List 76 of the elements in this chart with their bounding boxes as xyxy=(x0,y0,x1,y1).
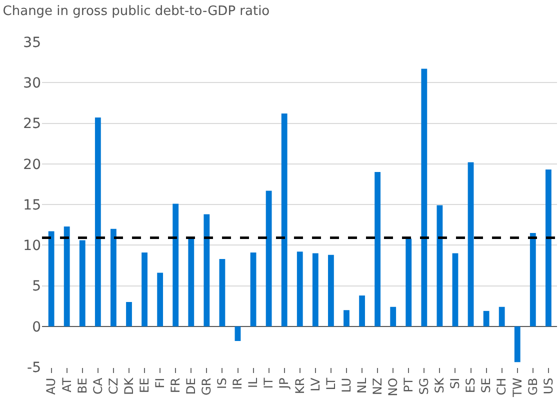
bar xyxy=(421,68,428,326)
bar xyxy=(48,231,54,326)
bar xyxy=(281,114,288,326)
bar xyxy=(452,253,458,326)
bar xyxy=(219,258,226,326)
y-tick-label: 35 xyxy=(23,34,41,51)
x-tick-label: EE xyxy=(137,378,152,393)
bar xyxy=(436,205,443,326)
y-tick-label: 5 xyxy=(32,278,41,295)
y-tick-label: 10 xyxy=(23,238,41,254)
x-tick-label: AU xyxy=(44,378,58,395)
x-tick-label: FI xyxy=(152,378,167,388)
bar xyxy=(296,252,303,326)
x-tick-label: CH xyxy=(494,378,509,396)
y-tick-label: 30 xyxy=(23,76,41,92)
x-tick-label: PT xyxy=(402,377,416,392)
x-tick-label: KR xyxy=(292,378,307,394)
bar xyxy=(374,172,381,326)
bar xyxy=(234,326,241,341)
x-tick-label: GR xyxy=(200,378,214,396)
x-tick-label: US xyxy=(541,378,556,394)
x-tick-label: DE xyxy=(184,378,198,395)
bar xyxy=(266,190,272,326)
x-tick-label: BE xyxy=(75,378,90,394)
bar xyxy=(530,232,536,326)
bar xyxy=(126,302,132,326)
bar xyxy=(498,306,505,326)
x-tick-label: CA xyxy=(90,377,105,394)
bar xyxy=(514,326,520,362)
bar xyxy=(110,228,116,326)
bar xyxy=(188,238,194,326)
chart-title: Change in gross public debt-to-GDP ratio xyxy=(2,4,270,20)
y-tick-label: 15 xyxy=(23,197,41,214)
x-tick-label: IL xyxy=(246,377,260,388)
bar xyxy=(79,240,86,326)
x-tick-label: IT xyxy=(262,377,276,389)
x-tick-label: NL xyxy=(354,377,369,394)
x-tick-label: LU xyxy=(339,378,354,393)
x-tick-label: AT xyxy=(60,377,74,392)
x-tick-label: LV xyxy=(308,377,322,392)
bar xyxy=(204,214,210,326)
x-tick-label: FR xyxy=(168,378,182,394)
x-tick-label: IR xyxy=(230,378,245,390)
x-tick-label: JP xyxy=(277,378,292,390)
x-tick-label: TW xyxy=(510,378,524,398)
bar xyxy=(328,254,334,326)
bar xyxy=(312,253,318,326)
x-tick-label: LT xyxy=(324,377,338,390)
bar xyxy=(546,170,552,326)
bar xyxy=(390,306,396,326)
x-tick-label: NZ xyxy=(370,378,384,396)
x-tick-label: GB xyxy=(526,378,540,396)
bar xyxy=(359,296,365,326)
y-tick-label: -5 xyxy=(27,360,41,376)
bar xyxy=(468,162,474,326)
bar xyxy=(406,238,412,326)
x-tick-label: SG xyxy=(417,378,432,395)
x-tick-label: DK xyxy=(122,376,136,395)
bar xyxy=(94,118,101,326)
x-tick-label: CZ xyxy=(106,378,120,394)
y-tick-label: 25 xyxy=(23,116,41,132)
x-tick-label: IS xyxy=(215,378,230,389)
x-tick-label: SE xyxy=(479,378,494,394)
bar xyxy=(172,204,179,326)
x-tick-label: SI xyxy=(448,378,462,389)
bar xyxy=(250,252,256,326)
x-tick-label: NO xyxy=(386,378,400,396)
x-tick-label: ES xyxy=(464,378,478,394)
bar xyxy=(64,226,70,326)
bar xyxy=(344,310,350,326)
y-tick-label: 20 xyxy=(23,156,41,173)
bar xyxy=(157,272,164,326)
bar xyxy=(483,310,490,326)
bar xyxy=(142,252,148,326)
y-tick-label: 0 xyxy=(32,319,41,336)
x-tick-label: SK xyxy=(432,376,447,394)
